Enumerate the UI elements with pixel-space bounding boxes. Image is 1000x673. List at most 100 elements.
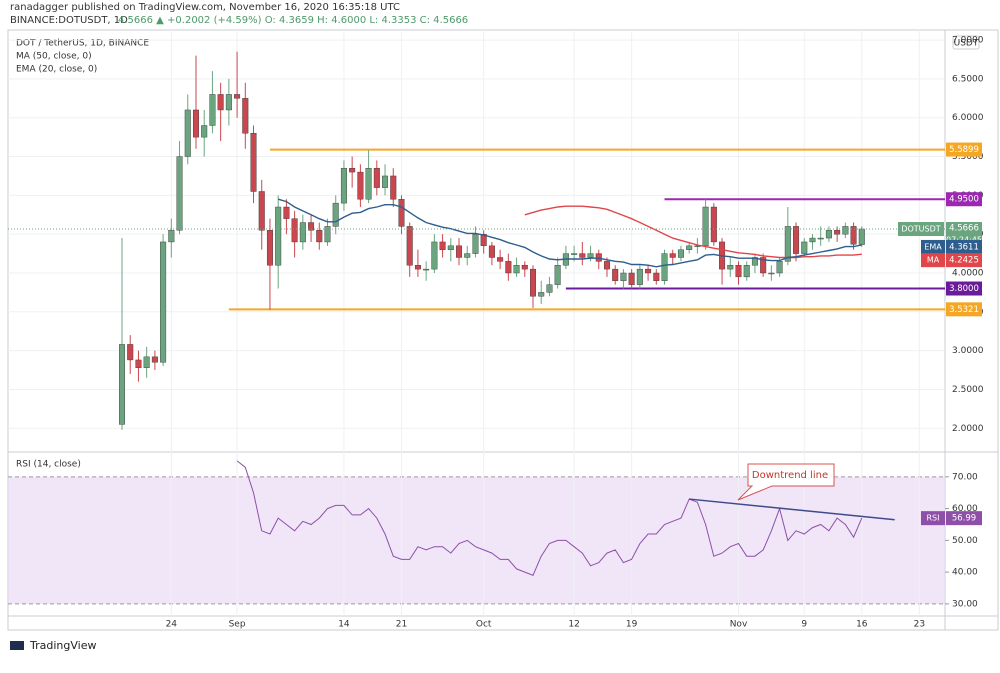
x-tick-label: 12 <box>568 620 579 630</box>
ema-legend: EMA (20, close, 0) <box>16 65 97 75</box>
candle-body <box>817 237 824 240</box>
candle-body <box>242 98 249 134</box>
series-tag-name: EMA <box>924 242 942 251</box>
candle-body <box>694 245 701 248</box>
candle-body <box>760 257 767 274</box>
ma-line <box>278 198 862 268</box>
candle-body <box>793 226 800 254</box>
series-tag-box <box>946 253 982 268</box>
x-tick-label: Sep <box>229 620 246 630</box>
series-tag-box <box>946 511 982 526</box>
y-tick-label: 2.0000 <box>952 424 984 434</box>
candle-body <box>751 257 758 266</box>
rsi-band <box>8 476 945 604</box>
candle-body <box>480 233 487 247</box>
candle-body <box>390 175 397 200</box>
candle-body <box>727 265 734 270</box>
candle-body <box>513 265 520 274</box>
candle-body <box>710 206 717 243</box>
y-tick-label: 2.5000 <box>952 385 984 395</box>
price-title: DOT / TetherUS, 1D, BINANCE <box>16 39 149 49</box>
level-tag-label: 4.9500 <box>949 195 979 205</box>
candle-body <box>834 230 841 235</box>
candle-body <box>127 344 134 361</box>
candle-body <box>168 230 175 243</box>
y-tick-label: 40.00 <box>952 568 978 578</box>
x-tick-label: 23 <box>914 620 925 630</box>
candle-body <box>571 253 578 255</box>
candle-body <box>620 272 627 281</box>
footer-brand: TradingView <box>29 639 96 652</box>
publish-line: ranadagger published on TradingView.com,… <box>10 2 400 13</box>
candle-body <box>209 94 216 126</box>
candle-body <box>201 125 208 138</box>
price-tag-label: 4.5666 <box>949 224 979 234</box>
candle-body <box>825 230 832 239</box>
x-tick-label: 9 <box>801 620 807 630</box>
candle-body <box>587 253 594 258</box>
level-tag <box>946 142 982 157</box>
x-tick-label: Oct <box>476 620 492 630</box>
logo-icon <box>10 641 24 650</box>
series-tag <box>921 253 945 268</box>
candle-body <box>151 356 158 363</box>
x-tick-label: 14 <box>338 620 350 630</box>
candle-body <box>447 245 454 250</box>
level-tag <box>946 302 982 317</box>
candle-body <box>192 109 199 138</box>
x-tick-label: Nov <box>730 620 748 630</box>
candle-body <box>299 222 306 243</box>
candle-body <box>439 241 446 250</box>
candle-body <box>472 233 479 254</box>
candle-body <box>842 226 849 235</box>
candle-body <box>308 222 315 231</box>
level-tag <box>946 192 982 207</box>
candle-body <box>258 191 265 231</box>
x-tick-label: 16 <box>856 620 868 630</box>
candle-body <box>653 272 660 281</box>
candle-body <box>373 167 380 188</box>
series-tag-value: 4.3611 <box>949 242 979 252</box>
candle-body <box>217 94 224 111</box>
candle-body <box>184 109 191 157</box>
series-tag <box>921 511 945 526</box>
symbol-line: BINANCE:DOTUSDT, 1D <box>10 15 128 26</box>
unit-label: USDT <box>954 39 979 49</box>
candle-body <box>530 268 537 297</box>
candle-body <box>423 268 430 271</box>
candle-body <box>456 245 463 258</box>
candle-body <box>850 226 857 245</box>
candle-body <box>677 249 684 258</box>
y-tick-label: 6.0000 <box>952 113 984 123</box>
candle-body <box>776 261 783 274</box>
candle-body <box>661 253 668 281</box>
callout-label: Downtrend line <box>752 470 828 481</box>
candle-body <box>636 268 643 285</box>
candle-body <box>414 265 421 270</box>
series-tag-name: RSI <box>927 514 940 523</box>
candle-body <box>431 241 438 270</box>
candle-body <box>497 257 504 262</box>
level-tag-label: 5.5899 <box>949 145 979 155</box>
candle-body <box>118 344 125 425</box>
candle-body <box>398 199 405 227</box>
candle-body <box>521 265 528 270</box>
y-tick-label: 4.0000 <box>952 268 984 278</box>
level-tag-label: 3.5321 <box>949 305 979 315</box>
y-tick-label: 7.0000 <box>952 36 984 46</box>
candle-body <box>291 218 298 243</box>
y-tick-label: 50.00 <box>952 536 978 546</box>
candle-body <box>595 253 602 262</box>
candle-body <box>628 272 635 285</box>
y-tick-label: 60.00 <box>952 504 978 514</box>
candle-body <box>250 133 257 192</box>
series-tag-value: 4.2425 <box>949 256 979 266</box>
y-tick-label: 6.5000 <box>952 74 984 84</box>
candle-body <box>340 167 347 204</box>
candle-body <box>669 253 676 258</box>
candle-body <box>488 245 495 258</box>
unit-box <box>952 35 980 50</box>
rsi-line <box>236 460 863 576</box>
ma-line <box>524 205 862 259</box>
